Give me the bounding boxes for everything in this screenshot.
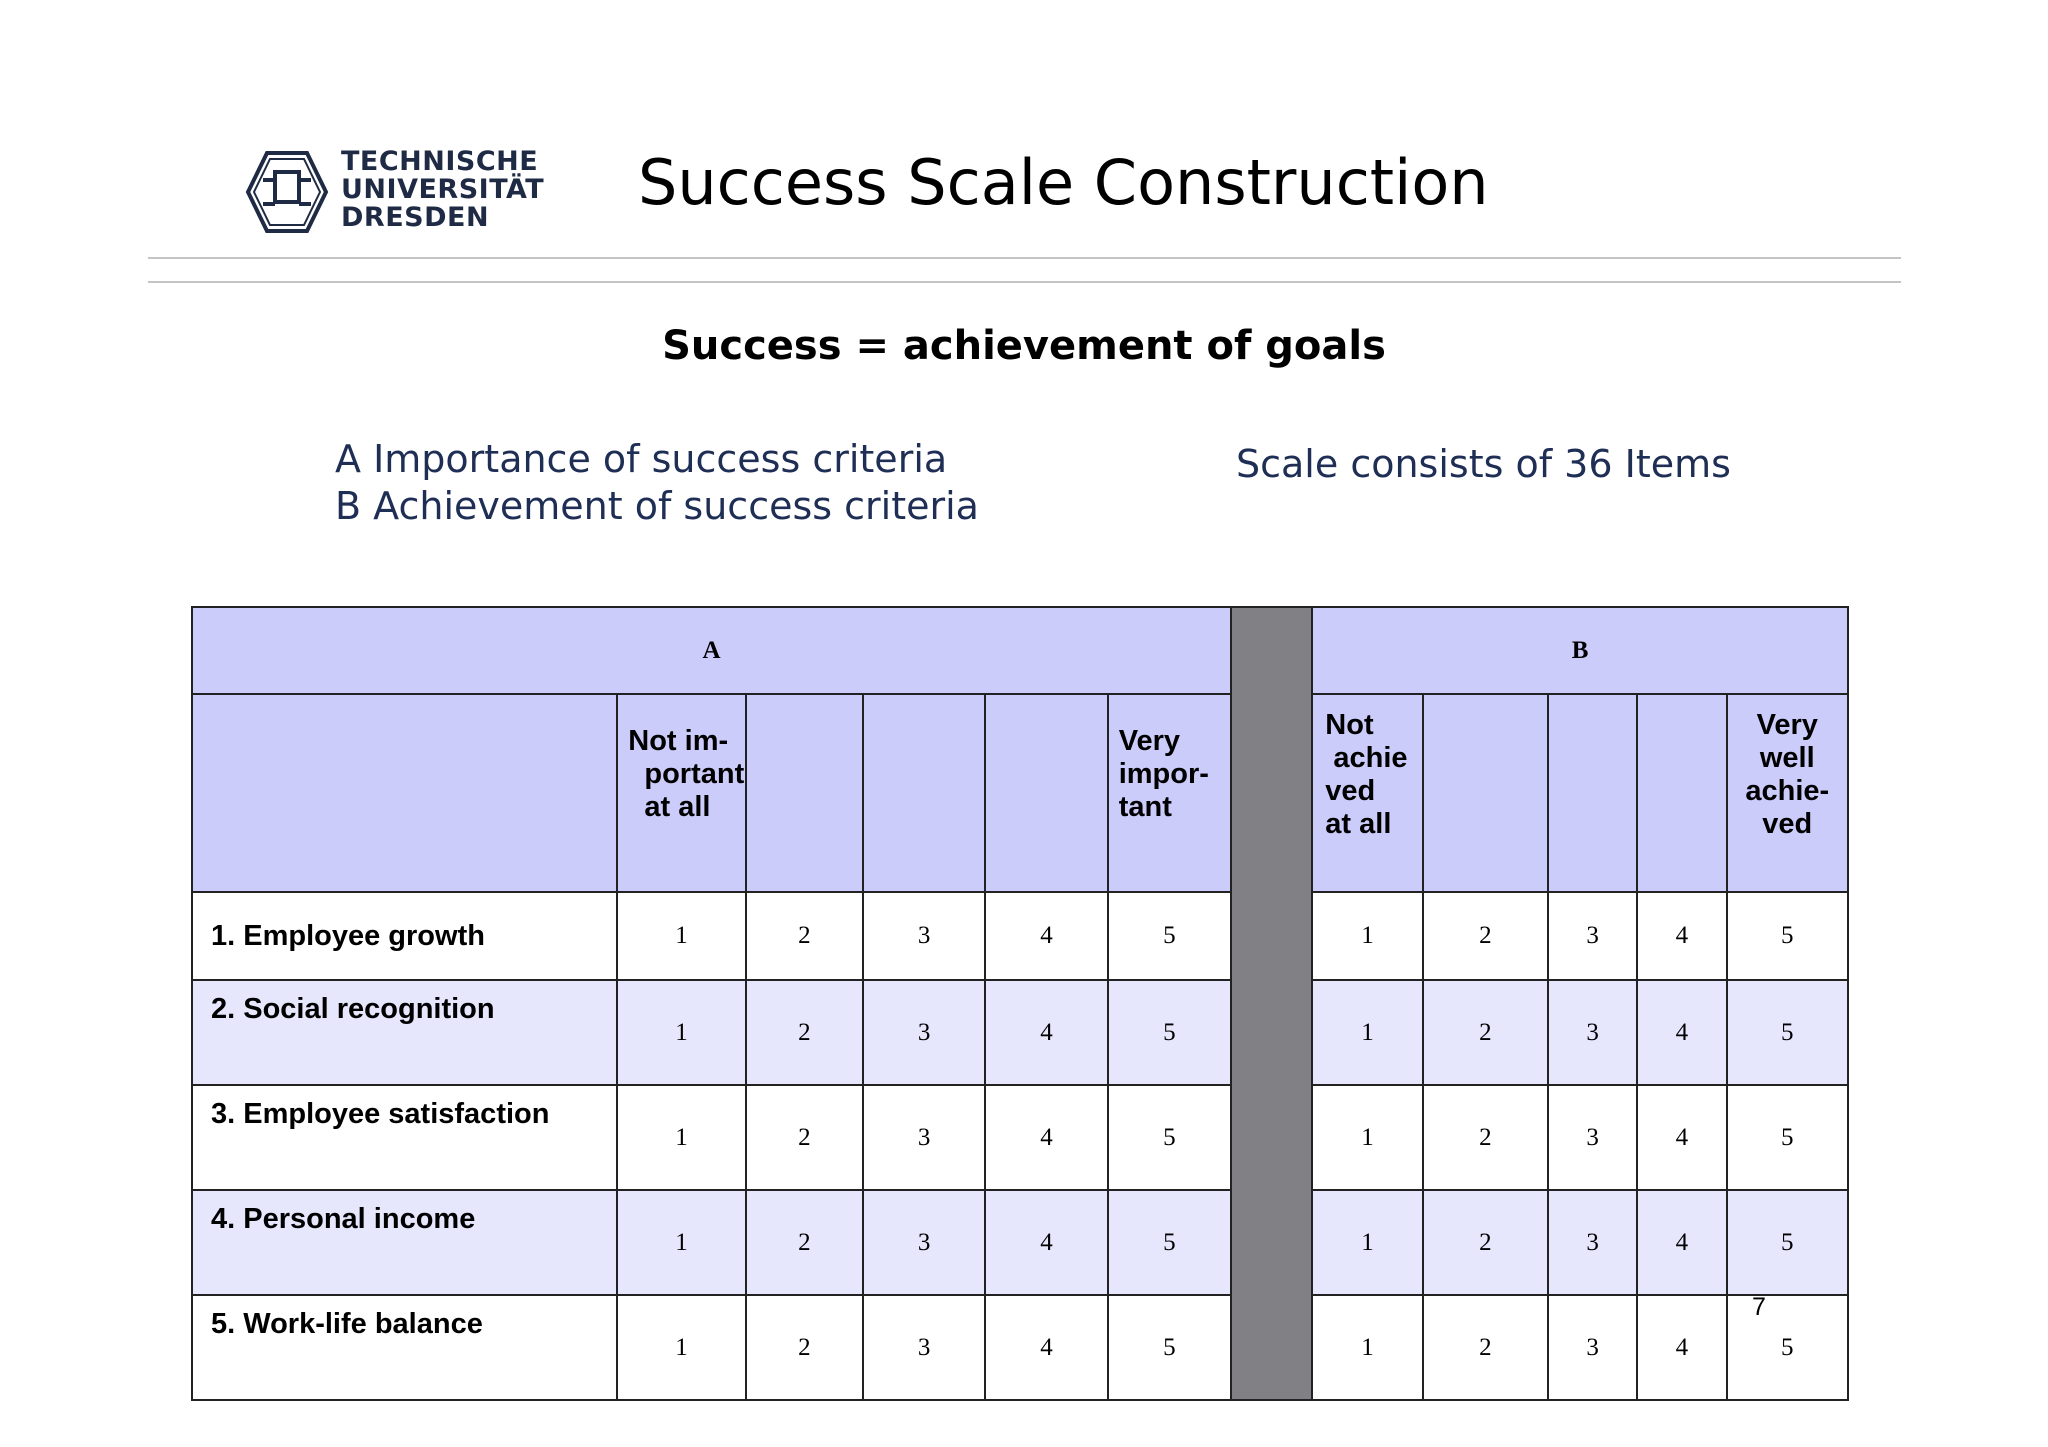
rating-cell[interactable]: 4	[1636, 1294, 1728, 1401]
rating-cell[interactable]: 5	[1725, 1294, 1850, 1401]
table-row: 2. Social recognition 1 2 3 4 5 1 2 3 4 …	[190, 979, 1850, 1086]
a-high-anchor: Very impor- tant	[1106, 693, 1233, 893]
scale-note: Scale consists of 36 Items	[1236, 442, 1731, 486]
rating-cell[interactable]: 4	[1636, 891, 1728, 981]
rating-cell[interactable]: 2	[1421, 1189, 1550, 1296]
rating-cell[interactable]: 2	[744, 1189, 864, 1296]
table-row: 4. Personal income 1 2 3 4 5 1 2 3 4 5	[190, 1189, 1850, 1296]
rating-cell[interactable]: 1	[616, 979, 747, 1086]
rating-cell[interactable]: 2	[1421, 1084, 1550, 1191]
criteria-a: A Importance of success criteria	[335, 437, 948, 481]
rating-cell[interactable]: 1	[1311, 1189, 1424, 1296]
anchor-empty	[1636, 693, 1728, 893]
rating-cell[interactable]: 4	[984, 1084, 1109, 1191]
rating-cell[interactable]: 1	[616, 891, 747, 981]
rating-cell[interactable]: 5	[1106, 1189, 1233, 1296]
item-label: 4. Personal income	[190, 1189, 619, 1296]
criteria-b: B Achievement of success criteria	[335, 484, 979, 528]
university-logo: TECHNISCHE UNIVERSITÄT DRESDEN	[245, 148, 544, 238]
rating-cell[interactable]: 4	[1636, 1084, 1728, 1191]
title-divider-bottom	[148, 281, 1901, 283]
rating-cell[interactable]: 1	[1311, 1294, 1424, 1401]
group-header-row: A B	[190, 606, 1849, 1401]
rating-cell[interactable]: 5	[1725, 1084, 1850, 1191]
anchor-empty	[1546, 693, 1639, 893]
logo-line-1: TECHNISCHE	[341, 146, 539, 177]
anchor-empty	[861, 693, 987, 893]
rating-cell[interactable]: 3	[1546, 1294, 1639, 1401]
tu-dresden-seal-icon	[245, 151, 329, 233]
rating-cell[interactable]: 1	[1311, 979, 1424, 1086]
group-a-header: A	[190, 606, 1233, 695]
rating-cell[interactable]: 4	[1636, 1189, 1728, 1296]
item-label: 2. Social recognition	[190, 979, 619, 1086]
rating-cell[interactable]: 2	[1421, 979, 1550, 1086]
rating-cell[interactable]: 4	[984, 1294, 1109, 1401]
rating-cell[interactable]: 5	[1725, 1189, 1850, 1296]
item-label: 3. Employee satisfaction	[190, 1084, 619, 1191]
rating-cell[interactable]: 5	[1106, 979, 1233, 1086]
rating-cell[interactable]: 3	[861, 1294, 987, 1401]
anchor-row: Not im- portant at all Very impor- tant …	[190, 693, 1850, 893]
anchor-empty	[984, 693, 1109, 893]
rating-cell[interactable]: 3	[1546, 979, 1639, 1086]
rating-cell[interactable]: 3	[1546, 1189, 1639, 1296]
rating-cell[interactable]: 4	[984, 891, 1109, 981]
rating-cell[interactable]: 5	[1725, 891, 1850, 981]
rating-cell[interactable]: 1	[616, 1294, 747, 1401]
criteria-list: A Importance of success criteria B Achie…	[335, 436, 979, 530]
rating-cell[interactable]: 1	[616, 1084, 747, 1191]
rating-cell[interactable]: 3	[861, 979, 987, 1086]
logo-line-2: UNIVERSITÄT	[341, 174, 545, 205]
rating-cell[interactable]: 2	[744, 979, 864, 1086]
rating-cell[interactable]: 2	[1421, 1294, 1550, 1401]
rating-cell[interactable]: 2	[744, 1294, 864, 1401]
slide-subtitle: Success = achievement of goals	[662, 323, 1386, 369]
item-label: 1. Employee growth	[190, 891, 619, 981]
rating-cell[interactable]: 5	[1106, 891, 1233, 981]
item-label: 5. Work-life balance	[190, 1294, 619, 1401]
rating-cell[interactable]: 3	[1546, 1084, 1639, 1191]
success-scale-table: A B Not im- portant at all Very impor- t…	[190, 606, 1850, 1401]
rating-cell[interactable]: 4	[984, 1189, 1109, 1296]
rating-cell[interactable]: 3	[861, 1084, 987, 1191]
rating-cell[interactable]: 2	[744, 891, 864, 981]
rating-cell[interactable]: 5	[1725, 979, 1850, 1086]
b-low-anchor: Not achie ved at all	[1311, 693, 1424, 893]
group-b-header: B	[1311, 606, 1849, 695]
b-high-anchor: Very well achie- ved	[1725, 693, 1850, 893]
anchor-empty	[190, 693, 619, 893]
table-row: 3. Employee satisfaction 1 2 3 4 5 1 2 3…	[190, 1084, 1850, 1191]
rating-cell[interactable]: 5	[1106, 1084, 1233, 1191]
rating-cell[interactable]: 3	[1546, 891, 1639, 981]
rating-cell[interactable]: 1	[1311, 1084, 1424, 1191]
rating-cell[interactable]: 4	[1636, 979, 1728, 1086]
rating-cell[interactable]: 2	[744, 1084, 864, 1191]
rating-cell[interactable]: 2	[1421, 891, 1550, 981]
logo-text: TECHNISCHE UNIVERSITÄT DRESDEN	[341, 148, 544, 232]
anchor-empty	[1421, 693, 1550, 893]
rating-cell[interactable]: 3	[861, 1189, 987, 1296]
title-divider-top	[148, 257, 1901, 259]
rating-cell[interactable]: 1	[1311, 891, 1424, 981]
page-number: 7	[1752, 1293, 1766, 1321]
table-row: 5. Work-life balance 1 2 3 4 5 1 2 3 4 5	[190, 1294, 1850, 1401]
rating-cell[interactable]: 5	[1106, 1294, 1233, 1401]
logo-line-3: DRESDEN	[341, 202, 490, 233]
rating-cell[interactable]: 1	[616, 1189, 747, 1296]
table-row: 1. Employee growth 1 2 3 4 5 1 2 3 4 5	[190, 891, 1850, 981]
rating-cell[interactable]: 3	[861, 891, 987, 981]
rating-cell[interactable]: 4	[984, 979, 1109, 1086]
anchor-empty	[744, 693, 864, 893]
group-divider	[1230, 606, 1314, 1401]
slide-title: Success Scale Construction	[638, 146, 1489, 219]
a-low-anchor: Not im- portant at all	[616, 693, 747, 893]
